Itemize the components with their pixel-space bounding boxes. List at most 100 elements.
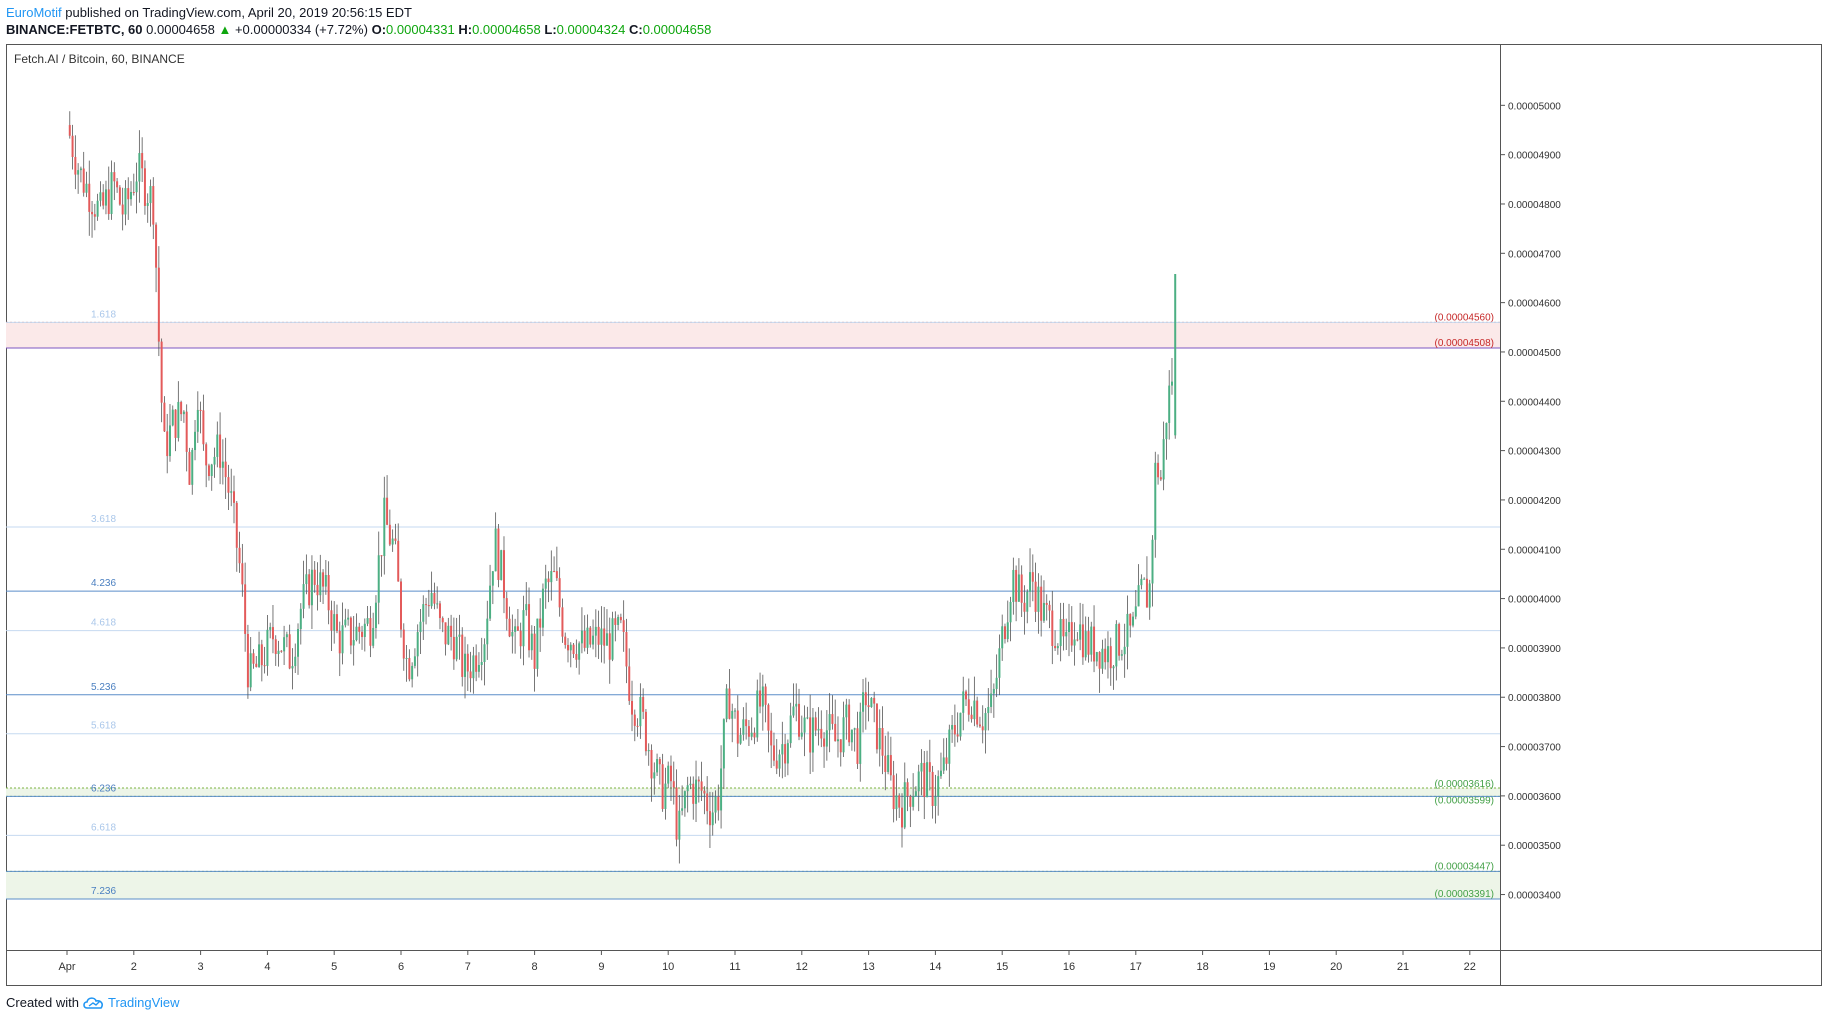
candle-body <box>1106 646 1109 663</box>
candle-body <box>316 584 319 596</box>
candle-body <box>697 779 700 782</box>
candle-body <box>881 727 884 756</box>
candle-body <box>558 578 561 608</box>
candle-body <box>85 183 88 193</box>
candle-body <box>953 725 956 735</box>
y-tick-label: 0.00003600 <box>1508 792 1561 803</box>
candle-body <box>1037 586 1040 612</box>
chart-frame[interactable]: (0.00004560) (0.00004508) (0.00003616) (0.0… <box>6 44 1822 986</box>
candle-body <box>230 491 233 493</box>
candlestick-chart[interactable]: (0.00004560) (0.00004508) (0.00003616) (0.0… <box>6 44 1822 986</box>
candle-body <box>1051 610 1054 646</box>
candle-body <box>901 807 903 828</box>
y-tick-label: 0.00004500 <box>1508 348 1561 359</box>
candle-body <box>1054 645 1057 649</box>
candle-body <box>1095 652 1098 662</box>
candle-body <box>338 630 341 654</box>
candle-body <box>875 703 878 750</box>
candle-body <box>341 625 344 654</box>
candle-body <box>411 665 414 680</box>
x-tick-label: 3 <box>198 961 204 973</box>
candle-body <box>447 625 450 645</box>
candle-body <box>995 677 998 689</box>
price-change: +0.00000334 (+7.72%) <box>234 22 368 37</box>
candle-body <box>1098 652 1101 669</box>
candle-body <box>895 795 898 810</box>
candle-body <box>806 717 809 719</box>
candle-body <box>258 644 261 667</box>
candle-body <box>795 703 798 707</box>
symbol-name: BINANCE:FETBTC, 60 <box>6 22 143 37</box>
candle-body <box>1151 539 1154 584</box>
candle-body <box>1009 601 1012 623</box>
candle-body <box>976 700 979 725</box>
candle-body <box>127 188 130 200</box>
high-value: 0.00004658 <box>472 22 541 37</box>
candle-body <box>853 728 856 730</box>
candle-body <box>862 692 865 712</box>
candle-body <box>928 762 931 772</box>
candle-body <box>124 188 127 215</box>
tradingview-logo[interactable]: TradingView <box>83 995 180 1010</box>
y-tick-label: 0.00003400 <box>1508 891 1561 902</box>
candle-body <box>1134 606 1137 617</box>
candle-body <box>166 431 169 457</box>
candle-body <box>213 456 216 465</box>
candle-body <box>1162 439 1165 480</box>
candle-body <box>494 528 497 572</box>
fib-level-label: 3.618 <box>91 514 116 525</box>
candle-body <box>639 696 642 727</box>
author-link[interactable]: EuroMotif <box>6 5 62 20</box>
candle-body <box>594 626 597 636</box>
candle-body <box>79 168 82 171</box>
candle-body <box>163 402 166 432</box>
candle-body <box>188 451 191 485</box>
publish-line: EuroMotif published on TradingView.com, … <box>6 4 711 21</box>
candle-body <box>1109 646 1112 669</box>
y-tick-label: 0.00003900 <box>1508 644 1561 655</box>
candle-body <box>1031 572 1034 582</box>
candle-body <box>235 502 238 548</box>
candle-body <box>244 584 247 634</box>
candle-body <box>720 768 723 811</box>
candle-body <box>739 734 742 744</box>
candle-body <box>742 719 745 735</box>
candle-body <box>625 632 628 667</box>
candle-body <box>1070 622 1073 646</box>
candle-body <box>603 628 606 646</box>
candle-body <box>775 760 778 769</box>
candle-body <box>734 710 736 712</box>
candle-body <box>731 710 734 719</box>
support-label: (0.00003391) <box>1435 889 1495 900</box>
x-tick-label: 11 <box>729 961 740 973</box>
candle-body <box>848 704 851 743</box>
low-label: L: <box>544 22 557 37</box>
candle-body <box>834 723 837 742</box>
candle-body <box>241 563 244 585</box>
candle-body <box>352 640 355 646</box>
candle-body <box>102 192 105 206</box>
fib-level-label: 6.236 <box>91 783 116 794</box>
candle-body <box>1120 654 1123 656</box>
candle-body <box>516 626 519 631</box>
candle-body <box>706 793 709 812</box>
high-label: H: <box>458 22 473 37</box>
candle-body <box>430 592 433 607</box>
candle-body <box>850 729 853 743</box>
candle-body <box>1112 666 1115 669</box>
candle-body <box>377 555 380 603</box>
candle-body <box>792 706 795 716</box>
candle-body <box>611 618 614 660</box>
candle-body <box>1003 626 1006 640</box>
candle-body <box>859 711 862 764</box>
candle-body <box>283 637 286 652</box>
candle-body <box>1081 624 1084 658</box>
candle-body <box>185 411 188 452</box>
candle-body <box>675 787 678 840</box>
candle-body <box>1042 602 1045 621</box>
candle-body <box>923 762 926 797</box>
support-label: (0.00003616) <box>1435 779 1495 790</box>
close-label: C: <box>628 22 643 37</box>
candle-body <box>647 749 650 752</box>
candle-body <box>828 714 831 731</box>
